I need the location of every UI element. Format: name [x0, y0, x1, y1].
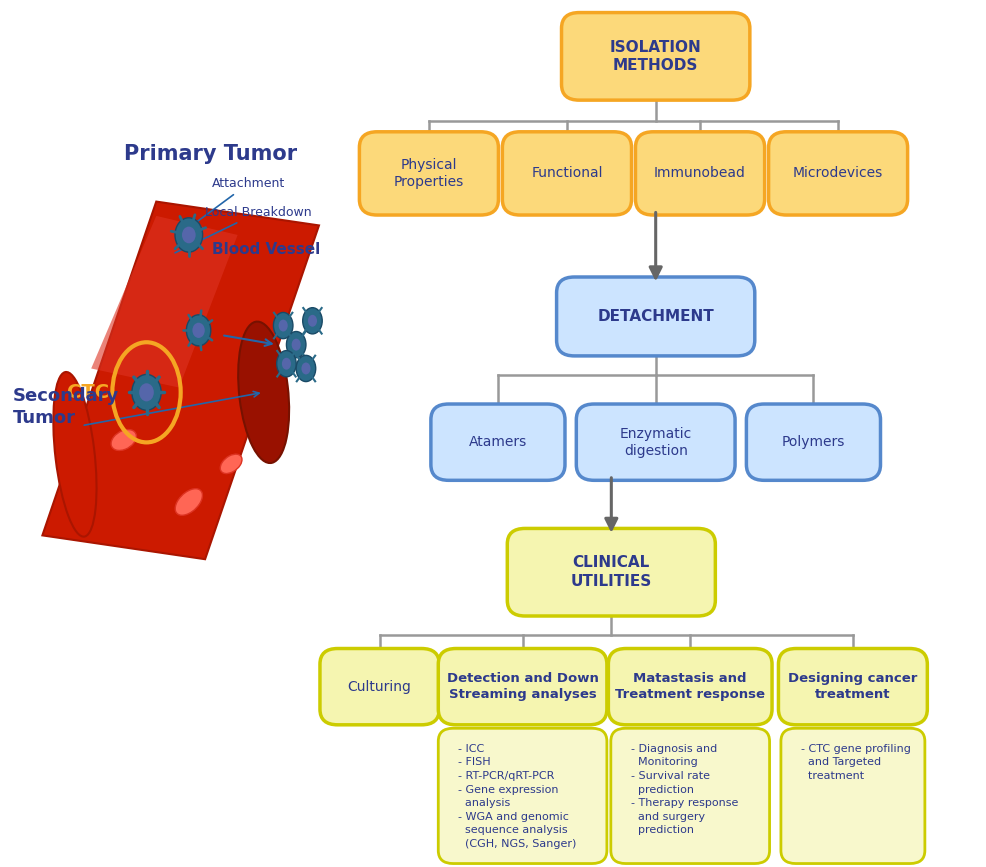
Ellipse shape — [302, 362, 311, 375]
Ellipse shape — [111, 429, 136, 451]
Text: - Diagnosis and
  Monitoring
- Survival rate
  prediction
- Therapy response
  a: - Diagnosis and Monitoring - Survival ra… — [630, 744, 738, 836]
Text: Secondary
Tumor: Secondary Tumor — [13, 387, 119, 427]
Text: - CTC gene profiling
  and Targeted
  treatment: - CTC gene profiling and Targeted treatm… — [801, 744, 910, 781]
FancyBboxPatch shape — [562, 12, 749, 100]
FancyBboxPatch shape — [635, 132, 764, 215]
FancyBboxPatch shape — [610, 728, 769, 864]
Text: - ICC
- FISH
- RT-PCR/qRT-PCR
- Gene expression
  analysis
- WGA and genomic
  s: - ICC - FISH - RT-PCR/qRT-PCR - Gene exp… — [458, 744, 577, 849]
Ellipse shape — [287, 331, 306, 358]
Ellipse shape — [186, 315, 211, 346]
Polygon shape — [92, 216, 238, 388]
Ellipse shape — [277, 350, 296, 377]
Text: Primary Tumor: Primary Tumor — [124, 144, 297, 165]
Polygon shape — [42, 201, 319, 559]
Text: Microdevices: Microdevices — [793, 166, 883, 180]
Ellipse shape — [220, 454, 242, 473]
Ellipse shape — [132, 375, 161, 410]
Text: Matastasis and
Treatment response: Matastasis and Treatment response — [615, 672, 765, 701]
FancyBboxPatch shape — [556, 277, 755, 355]
Ellipse shape — [273, 312, 293, 339]
FancyBboxPatch shape — [319, 649, 440, 725]
Text: CLINICAL
UTILITIES: CLINICAL UTILITIES — [571, 556, 652, 589]
Ellipse shape — [192, 323, 205, 338]
Ellipse shape — [282, 358, 291, 369]
Text: Atamers: Atamers — [468, 435, 528, 449]
Ellipse shape — [279, 320, 288, 331]
Text: CTC: CTC — [67, 383, 109, 401]
FancyBboxPatch shape — [359, 132, 499, 215]
Text: Local Breakdown: Local Breakdown — [176, 205, 312, 253]
FancyBboxPatch shape — [779, 649, 927, 725]
Text: Culturing: Culturing — [348, 680, 411, 694]
Ellipse shape — [176, 489, 202, 515]
FancyBboxPatch shape — [438, 649, 606, 725]
Ellipse shape — [308, 315, 317, 327]
Text: Functional: Functional — [531, 166, 602, 180]
FancyBboxPatch shape — [769, 132, 907, 215]
FancyBboxPatch shape — [502, 132, 631, 215]
Ellipse shape — [292, 339, 301, 350]
FancyBboxPatch shape — [431, 404, 565, 480]
FancyBboxPatch shape — [781, 728, 925, 864]
Text: Blood Vessel: Blood Vessel — [212, 242, 319, 257]
Text: Physical
Properties: Physical Properties — [393, 158, 464, 189]
FancyBboxPatch shape — [438, 728, 606, 864]
Text: ISOLATION
METHODS: ISOLATION METHODS — [609, 40, 702, 73]
FancyBboxPatch shape — [507, 528, 716, 616]
FancyBboxPatch shape — [746, 404, 880, 480]
FancyBboxPatch shape — [608, 649, 772, 725]
Text: Detection and Down
Streaming analyses: Detection and Down Streaming analyses — [447, 672, 599, 701]
Ellipse shape — [53, 372, 97, 537]
Text: Enzymatic
digestion: Enzymatic digestion — [619, 427, 692, 458]
Ellipse shape — [303, 308, 322, 334]
Text: DETACHMENT: DETACHMENT — [598, 309, 714, 324]
Ellipse shape — [175, 218, 203, 252]
Ellipse shape — [139, 383, 154, 401]
Text: Attachment: Attachment — [181, 177, 285, 233]
Ellipse shape — [182, 226, 195, 244]
FancyBboxPatch shape — [576, 404, 736, 480]
Ellipse shape — [239, 322, 289, 463]
Text: Immunobead: Immunobead — [654, 166, 746, 180]
Ellipse shape — [296, 355, 316, 381]
Text: Polymers: Polymers — [782, 435, 845, 449]
Text: Designing cancer
treatment: Designing cancer treatment — [788, 672, 918, 701]
